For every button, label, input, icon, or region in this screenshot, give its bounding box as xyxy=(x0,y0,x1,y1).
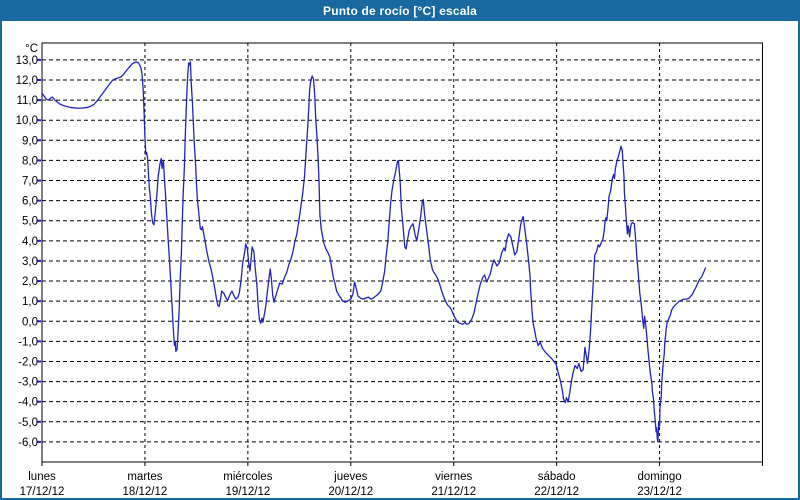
y-axis-unit-label: °C xyxy=(25,43,38,55)
x-day-name-label: miércoles xyxy=(223,471,272,483)
x-day-name-label: jueves xyxy=(333,471,367,483)
y-tick-label: -6,0 xyxy=(18,437,38,449)
y-tick-label: 7,0 xyxy=(22,176,38,188)
y-tick-label: -1,0 xyxy=(18,336,38,348)
x-day-name-label: lunes xyxy=(28,471,56,483)
y-tick-label: 1,0 xyxy=(22,296,38,308)
plot-frame xyxy=(41,42,763,463)
x-day-date-label: 23/12/12 xyxy=(637,486,682,498)
x-day-date-label: 19/12/12 xyxy=(225,486,270,498)
y-tick-label: 2,0 xyxy=(22,276,38,288)
series-line xyxy=(41,61,707,443)
y-tick-label: 9,0 xyxy=(22,135,38,147)
y-tick-label: -2,0 xyxy=(18,356,38,368)
y-tick-label: 12,0 xyxy=(16,75,38,87)
y-tick-label: -4,0 xyxy=(18,397,38,409)
y-tick-label: 10,0 xyxy=(16,115,38,127)
x-day-date-label: 21/12/12 xyxy=(431,486,476,498)
x-day-date-label: 20/12/12 xyxy=(328,486,373,498)
y-tick-label: 6,0 xyxy=(22,196,38,208)
x-day-date-label: 22/12/12 xyxy=(534,486,579,498)
y-tick-label: 0,0 xyxy=(22,316,38,328)
y-tick-label: 5,0 xyxy=(22,216,38,228)
chart-title: Punto de rocío [°C] escala xyxy=(322,4,478,18)
y-tick-label: 11,0 xyxy=(16,95,38,107)
x-day-name-label: sábado xyxy=(538,471,576,483)
x-day-name-label: domingo xyxy=(638,471,682,483)
x-day-name-label: martes xyxy=(127,471,162,483)
y-tick-label: 4,0 xyxy=(22,236,38,248)
y-tick-label: 13,0 xyxy=(16,55,38,67)
title-bar: Punto de rocío [°C] escala xyxy=(2,2,798,21)
y-tick-label: -3,0 xyxy=(18,377,38,389)
x-day-name-label: viernes xyxy=(435,471,472,483)
y-tick-label: 8,0 xyxy=(22,155,38,167)
y-tick-label: -5,0 xyxy=(18,417,38,429)
y-tick-label: 3,0 xyxy=(22,256,38,268)
x-day-date-label: 17/12/12 xyxy=(20,486,65,498)
x-day-date-label: 18/12/12 xyxy=(123,486,168,498)
